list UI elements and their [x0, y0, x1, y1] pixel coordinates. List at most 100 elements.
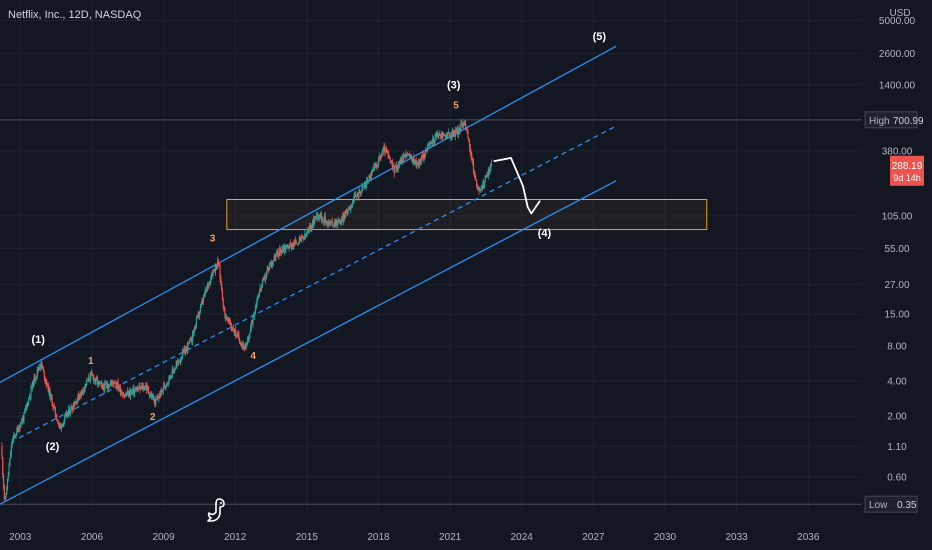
candle-body: [37, 368, 39, 370]
candle-body: [446, 133, 448, 139]
candle-body: [241, 344, 243, 346]
candle-body: [272, 262, 274, 264]
candle-body: [473, 170, 475, 175]
candle-body: [234, 330, 236, 333]
candle-body: [282, 247, 284, 250]
candle-body: [301, 235, 304, 237]
high-badge-label: High: [869, 116, 890, 127]
candle-body: [64, 416, 66, 421]
candle-body: [62, 423, 64, 425]
candle-body: [271, 261, 273, 264]
y-tick-label: 55.00: [884, 244, 909, 255]
candle-body: [183, 348, 185, 352]
candle-body: [360, 190, 362, 195]
candle-body: [71, 406, 73, 410]
candle-body: [208, 281, 210, 286]
candle-body: [363, 186, 365, 188]
candle-body: [288, 248, 290, 249]
candle-body: [414, 160, 417, 164]
candle-body: [202, 300, 204, 302]
candle-body: [92, 375, 94, 377]
last-price-value: 288.19: [892, 161, 923, 172]
candle-body: [232, 328, 235, 332]
candle-body: [382, 148, 384, 153]
candle-body: [239, 339, 241, 344]
candle-body: [321, 219, 323, 221]
candle-body: [404, 153, 406, 155]
candle-body: [243, 345, 245, 350]
candle-body: [71, 409, 74, 410]
candle-body: [428, 144, 430, 145]
candle-body: [230, 324, 232, 327]
candle-body: [315, 214, 318, 217]
candle-body: [163, 385, 165, 388]
x-tick-label: 2009: [152, 532, 175, 543]
candle-body: [182, 351, 184, 353]
candle-body: [428, 144, 431, 145]
candle-body: [355, 194, 357, 196]
candle-body: [417, 162, 419, 163]
candle-body: [144, 386, 147, 388]
candle-body: [309, 226, 311, 228]
candle-body: [352, 200, 354, 204]
candle-body: [296, 243, 298, 245]
candle-body: [74, 403, 76, 407]
candle-body: [325, 220, 327, 222]
candle-body: [256, 299, 258, 306]
wave-label-minor: 3: [210, 234, 216, 245]
candle-body: [415, 160, 417, 167]
candle-body: [276, 251, 278, 255]
candle-body: [6, 478, 9, 490]
candle-body: [440, 134, 442, 136]
candle-body: [259, 287, 261, 292]
candle-body: [81, 389, 83, 391]
candle-body: [387, 152, 389, 155]
candle-body: [141, 385, 143, 388]
candle-body: [385, 148, 387, 152]
candle-body: [12, 438, 14, 443]
candle-body: [418, 159, 420, 167]
candle-body: [79, 395, 82, 397]
candle-body: [430, 143, 432, 145]
candle-body: [93, 376, 95, 382]
candle-body: [258, 291, 260, 297]
candle-body: [46, 381, 48, 386]
candle-body: [257, 296, 260, 298]
candle-body: [194, 328, 196, 330]
candle-body: [88, 376, 90, 380]
candle-body: [45, 380, 47, 382]
x-tick-label: 2021: [439, 532, 462, 543]
candle-body: [311, 227, 313, 229]
candle-body: [270, 261, 272, 266]
candle-body: [188, 339, 191, 343]
candle-body: [461, 123, 463, 124]
candle-body: [464, 121, 466, 125]
candle-body: [347, 210, 349, 214]
candle-body: [35, 378, 37, 380]
candle-body: [33, 376, 35, 385]
candle-body: [274, 256, 276, 261]
candle-body: [353, 195, 355, 201]
candle-body: [477, 186, 479, 190]
candle-body: [215, 265, 217, 270]
candle-body: [365, 184, 367, 186]
candle-body: [326, 220, 328, 225]
candle-body: [341, 216, 344, 219]
candle-body: [198, 313, 200, 316]
candle-body: [136, 388, 138, 392]
candle-body: [70, 406, 72, 413]
candle-body: [216, 266, 218, 270]
candle-body: [85, 384, 87, 385]
candle-body: [257, 297, 259, 300]
candle-body: [149, 395, 151, 397]
candle-body: [44, 378, 46, 381]
candle-body: [295, 240, 297, 244]
candle-body: [402, 157, 404, 161]
candle-body: [390, 161, 392, 163]
candle-body: [195, 324, 197, 329]
candle-body: [355, 195, 358, 197]
candle-body: [127, 391, 129, 396]
candle-body: [342, 216, 344, 222]
